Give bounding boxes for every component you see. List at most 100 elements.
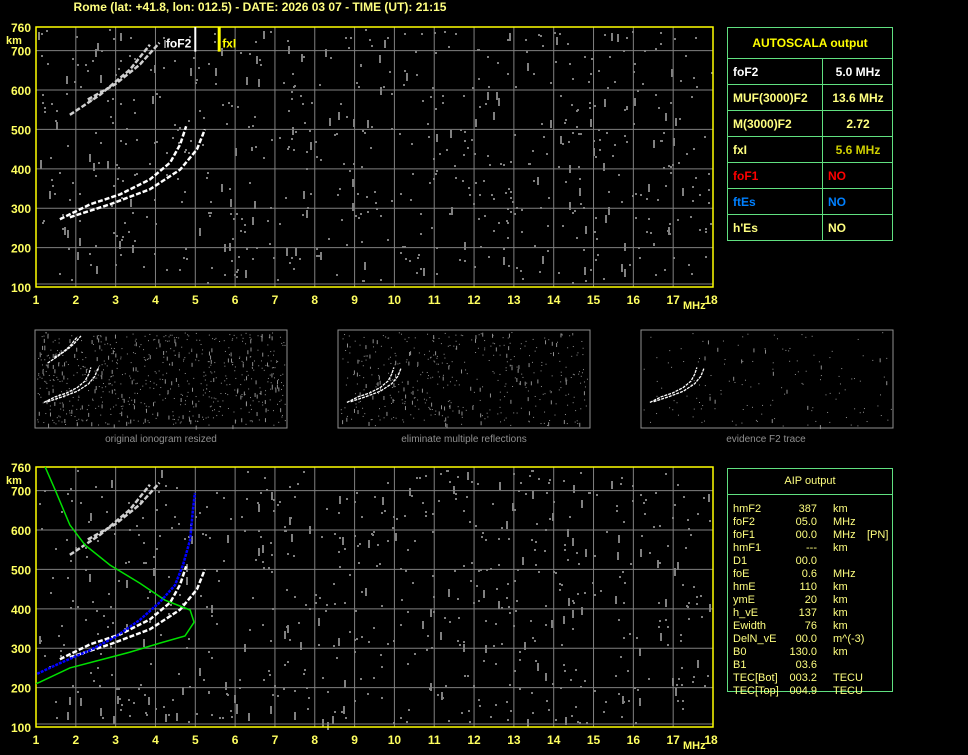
noise-echo (191, 362, 193, 367)
noise-echo (202, 533, 204, 535)
noise-echo (206, 388, 208, 390)
x-tick-label: 4 (152, 733, 159, 747)
noise-echo (488, 256, 490, 258)
noise-echo (513, 356, 515, 358)
noise-echo (782, 348, 784, 350)
noise-echo (391, 128, 393, 130)
noise-echo (66, 413, 68, 415)
noise-echo (433, 158, 435, 160)
y-tick-label: 400 (11, 163, 31, 177)
noise-echo (282, 373, 284, 375)
noise-echo (643, 368, 645, 370)
noise-echo (657, 560, 659, 568)
noise-echo (401, 399, 403, 401)
y-tick-label: 700 (11, 45, 31, 59)
noise-echo (762, 404, 764, 406)
noise-echo (529, 475, 531, 477)
noise-echo (344, 680, 346, 688)
noise-echo (189, 36, 191, 38)
noise-echo (449, 481, 451, 483)
noise-echo (429, 688, 431, 690)
noise-echo (198, 400, 200, 402)
noise-echo (80, 698, 82, 706)
noise-echo (569, 202, 571, 210)
noise-echo (209, 215, 211, 217)
noise-echo (440, 632, 442, 640)
noise-echo (566, 379, 568, 381)
noise-echo (188, 152, 190, 154)
noise-echo (320, 159, 322, 161)
noise-echo (230, 358, 232, 363)
noise-echo (280, 374, 282, 376)
noise-echo (76, 36, 78, 38)
noise-echo (851, 378, 853, 380)
noise-echo (210, 364, 212, 366)
noise-echo (532, 491, 534, 499)
noise-echo (376, 208, 378, 210)
noise-echo (446, 423, 448, 428)
noise-echo (54, 401, 56, 406)
noise-echo (402, 419, 404, 421)
noise-echo (659, 562, 661, 564)
noise-echo (251, 367, 253, 369)
noise-echo (260, 64, 262, 66)
noise-echo (46, 400, 48, 405)
noise-echo (216, 415, 218, 417)
noise-echo (76, 422, 78, 427)
noise-echo (100, 414, 102, 416)
noise-echo (650, 336, 652, 338)
noise-echo (270, 706, 272, 714)
noise-echo (231, 105, 233, 107)
noise-echo (374, 425, 376, 427)
noise-echo (391, 93, 393, 95)
noise-echo (208, 396, 210, 398)
noise-echo (493, 645, 495, 647)
noise-echo (83, 366, 85, 368)
noise-echo (221, 184, 223, 192)
noise-echo (572, 282, 574, 284)
noise-echo (262, 404, 264, 406)
noise-echo (440, 343, 442, 345)
noise-echo (597, 254, 599, 256)
noise-echo (137, 420, 139, 422)
noise-echo (192, 400, 194, 405)
noise-echo (692, 416, 694, 418)
noise-echo (40, 396, 42, 398)
noise-echo (618, 535, 620, 543)
noise-echo (96, 610, 98, 612)
noise-echo (512, 503, 514, 511)
noise-echo (215, 337, 217, 339)
noise-echo (366, 355, 368, 357)
noise-echo (671, 366, 673, 368)
noise-echo (431, 402, 433, 407)
noise-echo (277, 360, 279, 362)
noise-echo (589, 107, 591, 109)
noise-echo (560, 374, 562, 376)
noise-echo (859, 412, 861, 414)
noise-echo (67, 230, 69, 238)
noise-echo (453, 345, 455, 347)
noise-echo (470, 580, 472, 582)
noise-echo (188, 416, 190, 418)
noise-echo (461, 369, 463, 374)
noise-echo (223, 497, 225, 499)
noise-echo (264, 394, 266, 396)
noise-echo (81, 340, 83, 342)
noise-echo (585, 549, 587, 557)
noise-echo (259, 59, 261, 61)
noise-echo (184, 538, 186, 540)
noise-echo (353, 374, 355, 376)
noise-echo (376, 340, 378, 345)
noise-echo (702, 405, 704, 407)
noise-echo (325, 49, 327, 57)
noise-echo (406, 359, 408, 361)
noise-echo (544, 411, 546, 413)
noise-echo (578, 563, 580, 565)
noise-echo (576, 237, 578, 239)
noise-echo (278, 387, 280, 392)
noise-echo (548, 709, 550, 711)
noise-echo (52, 419, 54, 421)
noise-echo (553, 501, 555, 503)
noise-echo (886, 357, 888, 359)
noise-echo (620, 483, 622, 485)
